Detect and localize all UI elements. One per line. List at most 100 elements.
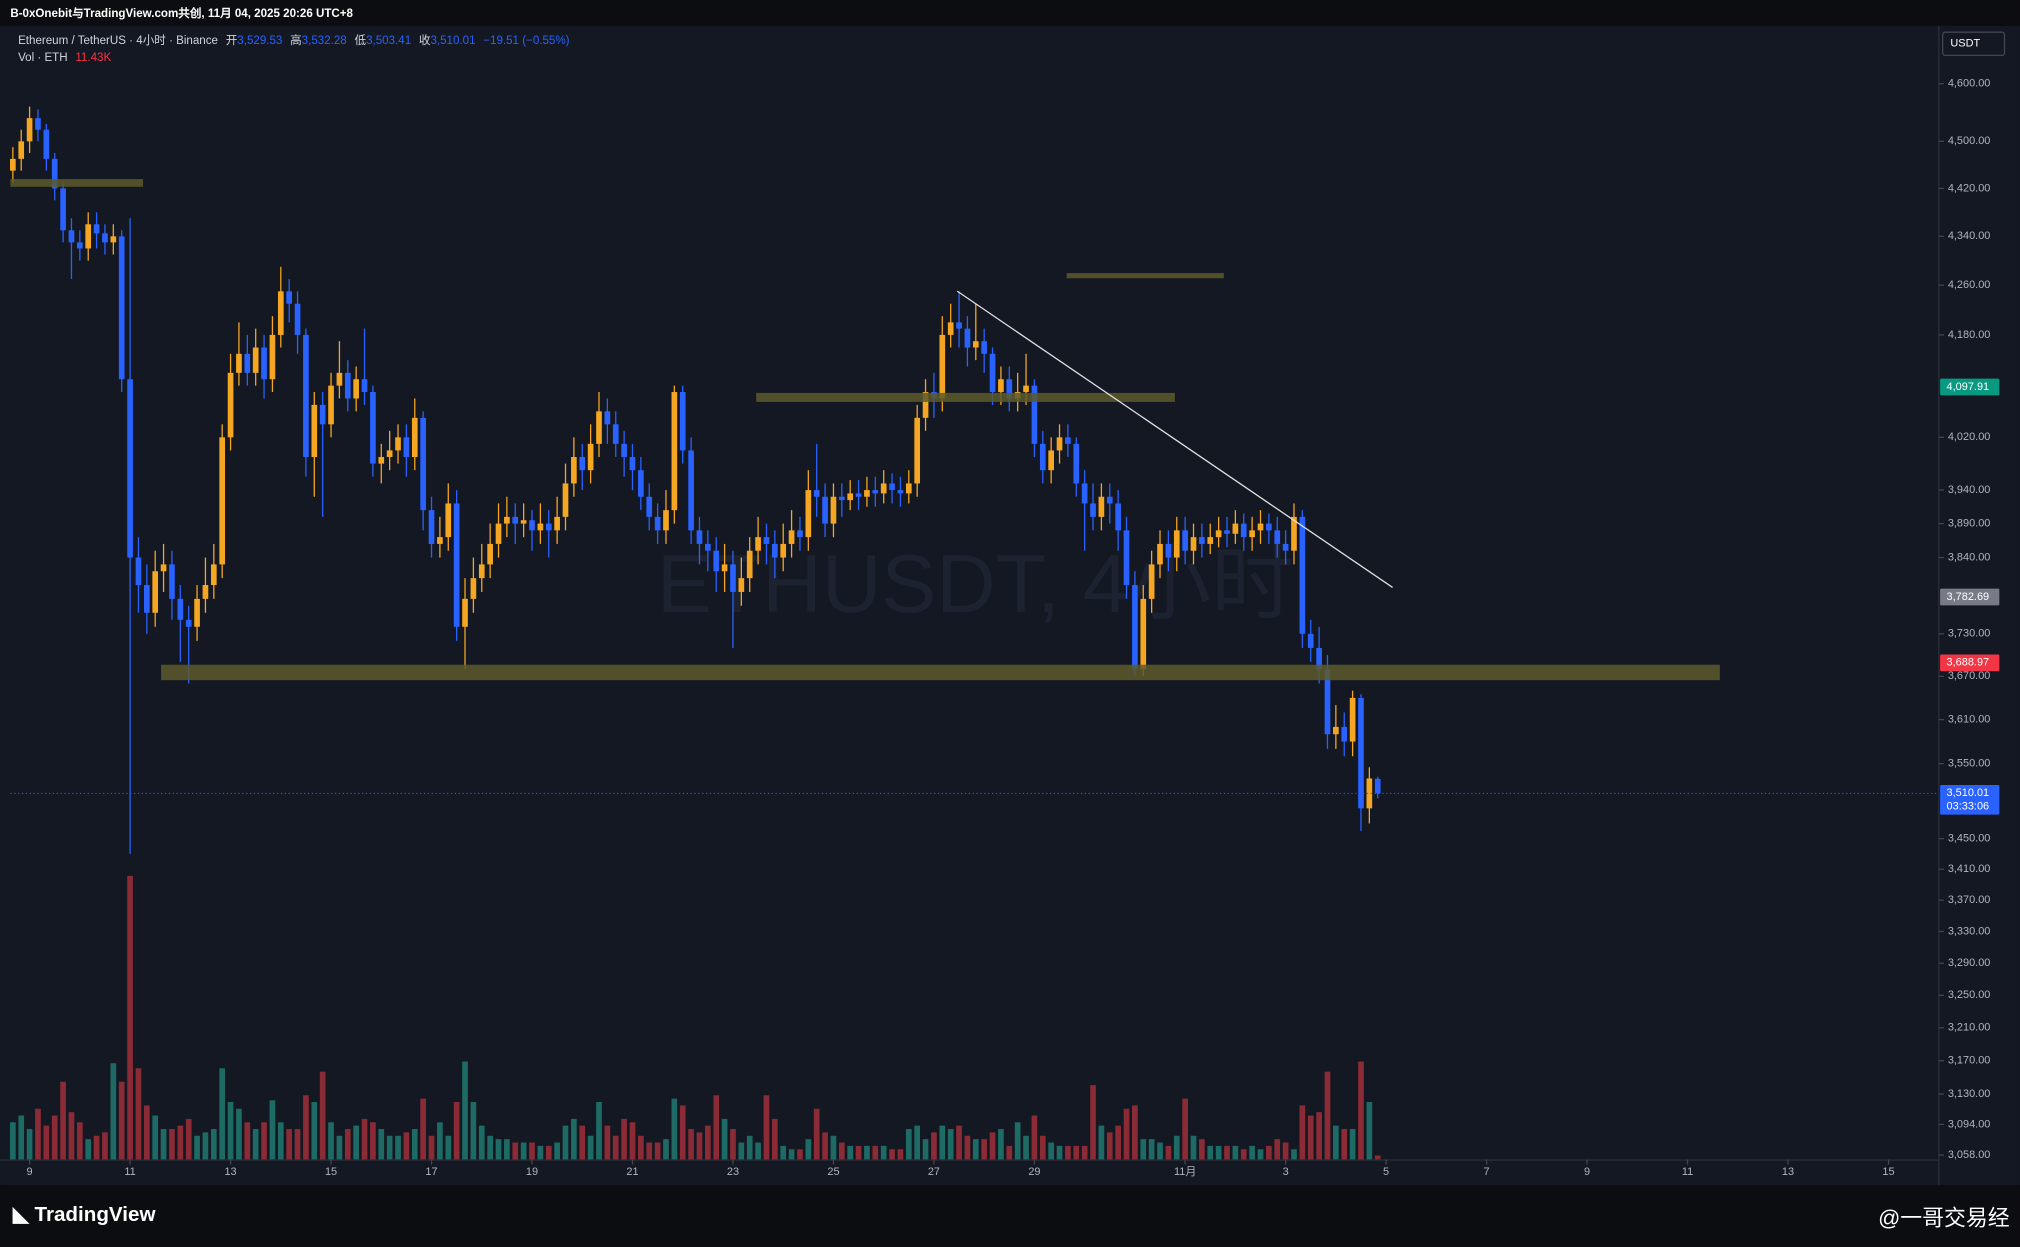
- candle-body: [520, 520, 527, 524]
- candle-body: [1190, 537, 1197, 551]
- candle-body: [370, 392, 376, 464]
- candle-body: [1349, 697, 1356, 742]
- volume-bar: [596, 1102, 602, 1160]
- volume-bar: [872, 1145, 879, 1160]
- volume-bar: [51, 1115, 58, 1160]
- y-tick-label: 3,330.00: [1948, 925, 1991, 937]
- volume-bar: [169, 1129, 175, 1160]
- x-tick-label: 5: [1383, 1166, 1389, 1178]
- zone: [10, 179, 144, 187]
- volume-bar: [989, 1132, 996, 1160]
- volume-bar: [60, 1081, 66, 1160]
- volume-bar: [679, 1105, 686, 1160]
- candle-body: [1282, 543, 1289, 551]
- volume-bar: [981, 1139, 988, 1160]
- volume-bar: [85, 1139, 92, 1160]
- volume-bar: [303, 1095, 309, 1160]
- volume-bar: [1207, 1145, 1214, 1160]
- volume-bar: [1148, 1139, 1155, 1160]
- axes: 4,600.00 4,500.00 4,420.00 4,340.00 4,260.00…: [27, 78, 2000, 1178]
- candle-body: [311, 404, 318, 457]
- volume-bar: [1090, 1085, 1096, 1160]
- candle-body: [169, 564, 175, 599]
- candle-body: [344, 372, 351, 399]
- candle-body: [1324, 669, 1331, 735]
- candle-body: [1098, 496, 1105, 517]
- candle-body: [939, 334, 946, 399]
- volume-bar: [18, 1115, 25, 1160]
- candle-body: [35, 118, 41, 130]
- close-label: 收: [419, 33, 431, 47]
- candle-body: [1249, 530, 1255, 538]
- open-label: 开: [226, 35, 238, 47]
- x-tick-label: 21: [626, 1166, 638, 1178]
- candle-body: [763, 537, 770, 544]
- high-value: 3,532.28: [302, 35, 347, 47]
- y-tick-label: 3,840.00: [1948, 551, 1991, 563]
- candle-body: [328, 385, 334, 425]
- x-tick-label: 9: [1584, 1166, 1590, 1178]
- volume-bar: [545, 1145, 552, 1160]
- volume-bar: [738, 1142, 745, 1160]
- y-tick-label: 3,610.00: [1948, 714, 1991, 726]
- volume-bar: [1341, 1129, 1348, 1160]
- y-tick-label: 4,020.00: [1948, 431, 1991, 443]
- y-tick-label: 3,730.00: [1948, 628, 1991, 640]
- volume-bar: [68, 1112, 75, 1160]
- candle-body: [830, 496, 837, 524]
- volume-bar: [537, 1145, 544, 1160]
- volume-bar: [947, 1129, 954, 1160]
- volume-bar: [562, 1125, 569, 1160]
- volume-bar: [10, 1122, 16, 1160]
- volume-bar: [905, 1129, 912, 1160]
- volume-bar: [1366, 1102, 1373, 1160]
- volume-bar: [185, 1118, 192, 1160]
- candle-body: [411, 417, 418, 457]
- volume-bar: [135, 1068, 142, 1160]
- candle-body: [1123, 530, 1130, 586]
- candle-body: [671, 392, 678, 511]
- candle-body: [998, 379, 1004, 393]
- volume-bar: [319, 1071, 326, 1160]
- candle-body: [386, 450, 393, 457]
- candle-body: [1224, 530, 1230, 534]
- x-tick-label: 13: [224, 1166, 236, 1178]
- candle-body: [227, 372, 234, 438]
- candle-body: [286, 291, 293, 304]
- volume-bar: [277, 1122, 284, 1160]
- volume-bar: [638, 1135, 644, 1160]
- y-tick-label: 3,550.00: [1948, 758, 1991, 770]
- candle-body: [202, 585, 209, 599]
- y-tick-label: 3,250.00: [1948, 989, 1991, 1001]
- volume-bar: [646, 1142, 653, 1160]
- currency-box[interactable]: [1942, 31, 2006, 57]
- volume-bar: [1165, 1145, 1172, 1160]
- y-tick-label: 3,940.00: [1948, 484, 1991, 496]
- x-tick-label: 9: [27, 1166, 33, 1178]
- brand-text: TradingView: [34, 1204, 156, 1227]
- price-label: 3,782.69: [1947, 591, 1990, 603]
- volume-bar: [1140, 1139, 1147, 1160]
- candle-body: [303, 334, 309, 457]
- volume-bar: [838, 1142, 845, 1160]
- open-value: 3,529.53: [237, 35, 282, 47]
- y-tick-label: 3,290.00: [1948, 957, 1991, 969]
- volume-bar: [654, 1142, 661, 1160]
- candle-body: [68, 230, 75, 243]
- candle-body: [1341, 726, 1348, 742]
- volume-bar: [1098, 1125, 1105, 1160]
- candle-body: [453, 503, 460, 627]
- candle-body: [1132, 585, 1138, 670]
- candle-body: [252, 347, 259, 373]
- candle-body: [797, 530, 803, 538]
- volume-bar: [219, 1068, 226, 1160]
- volume-bar: [1190, 1135, 1197, 1160]
- volume-bar: [705, 1125, 711, 1160]
- volume-bar: [713, 1095, 720, 1160]
- volume-bar: [26, 1129, 33, 1160]
- volume-bar: [403, 1132, 410, 1160]
- volume-bar: [244, 1122, 251, 1160]
- candle-body: [1358, 697, 1364, 809]
- y-tick-label: 4,500.00: [1948, 135, 1991, 147]
- candle-body: [1140, 598, 1147, 670]
